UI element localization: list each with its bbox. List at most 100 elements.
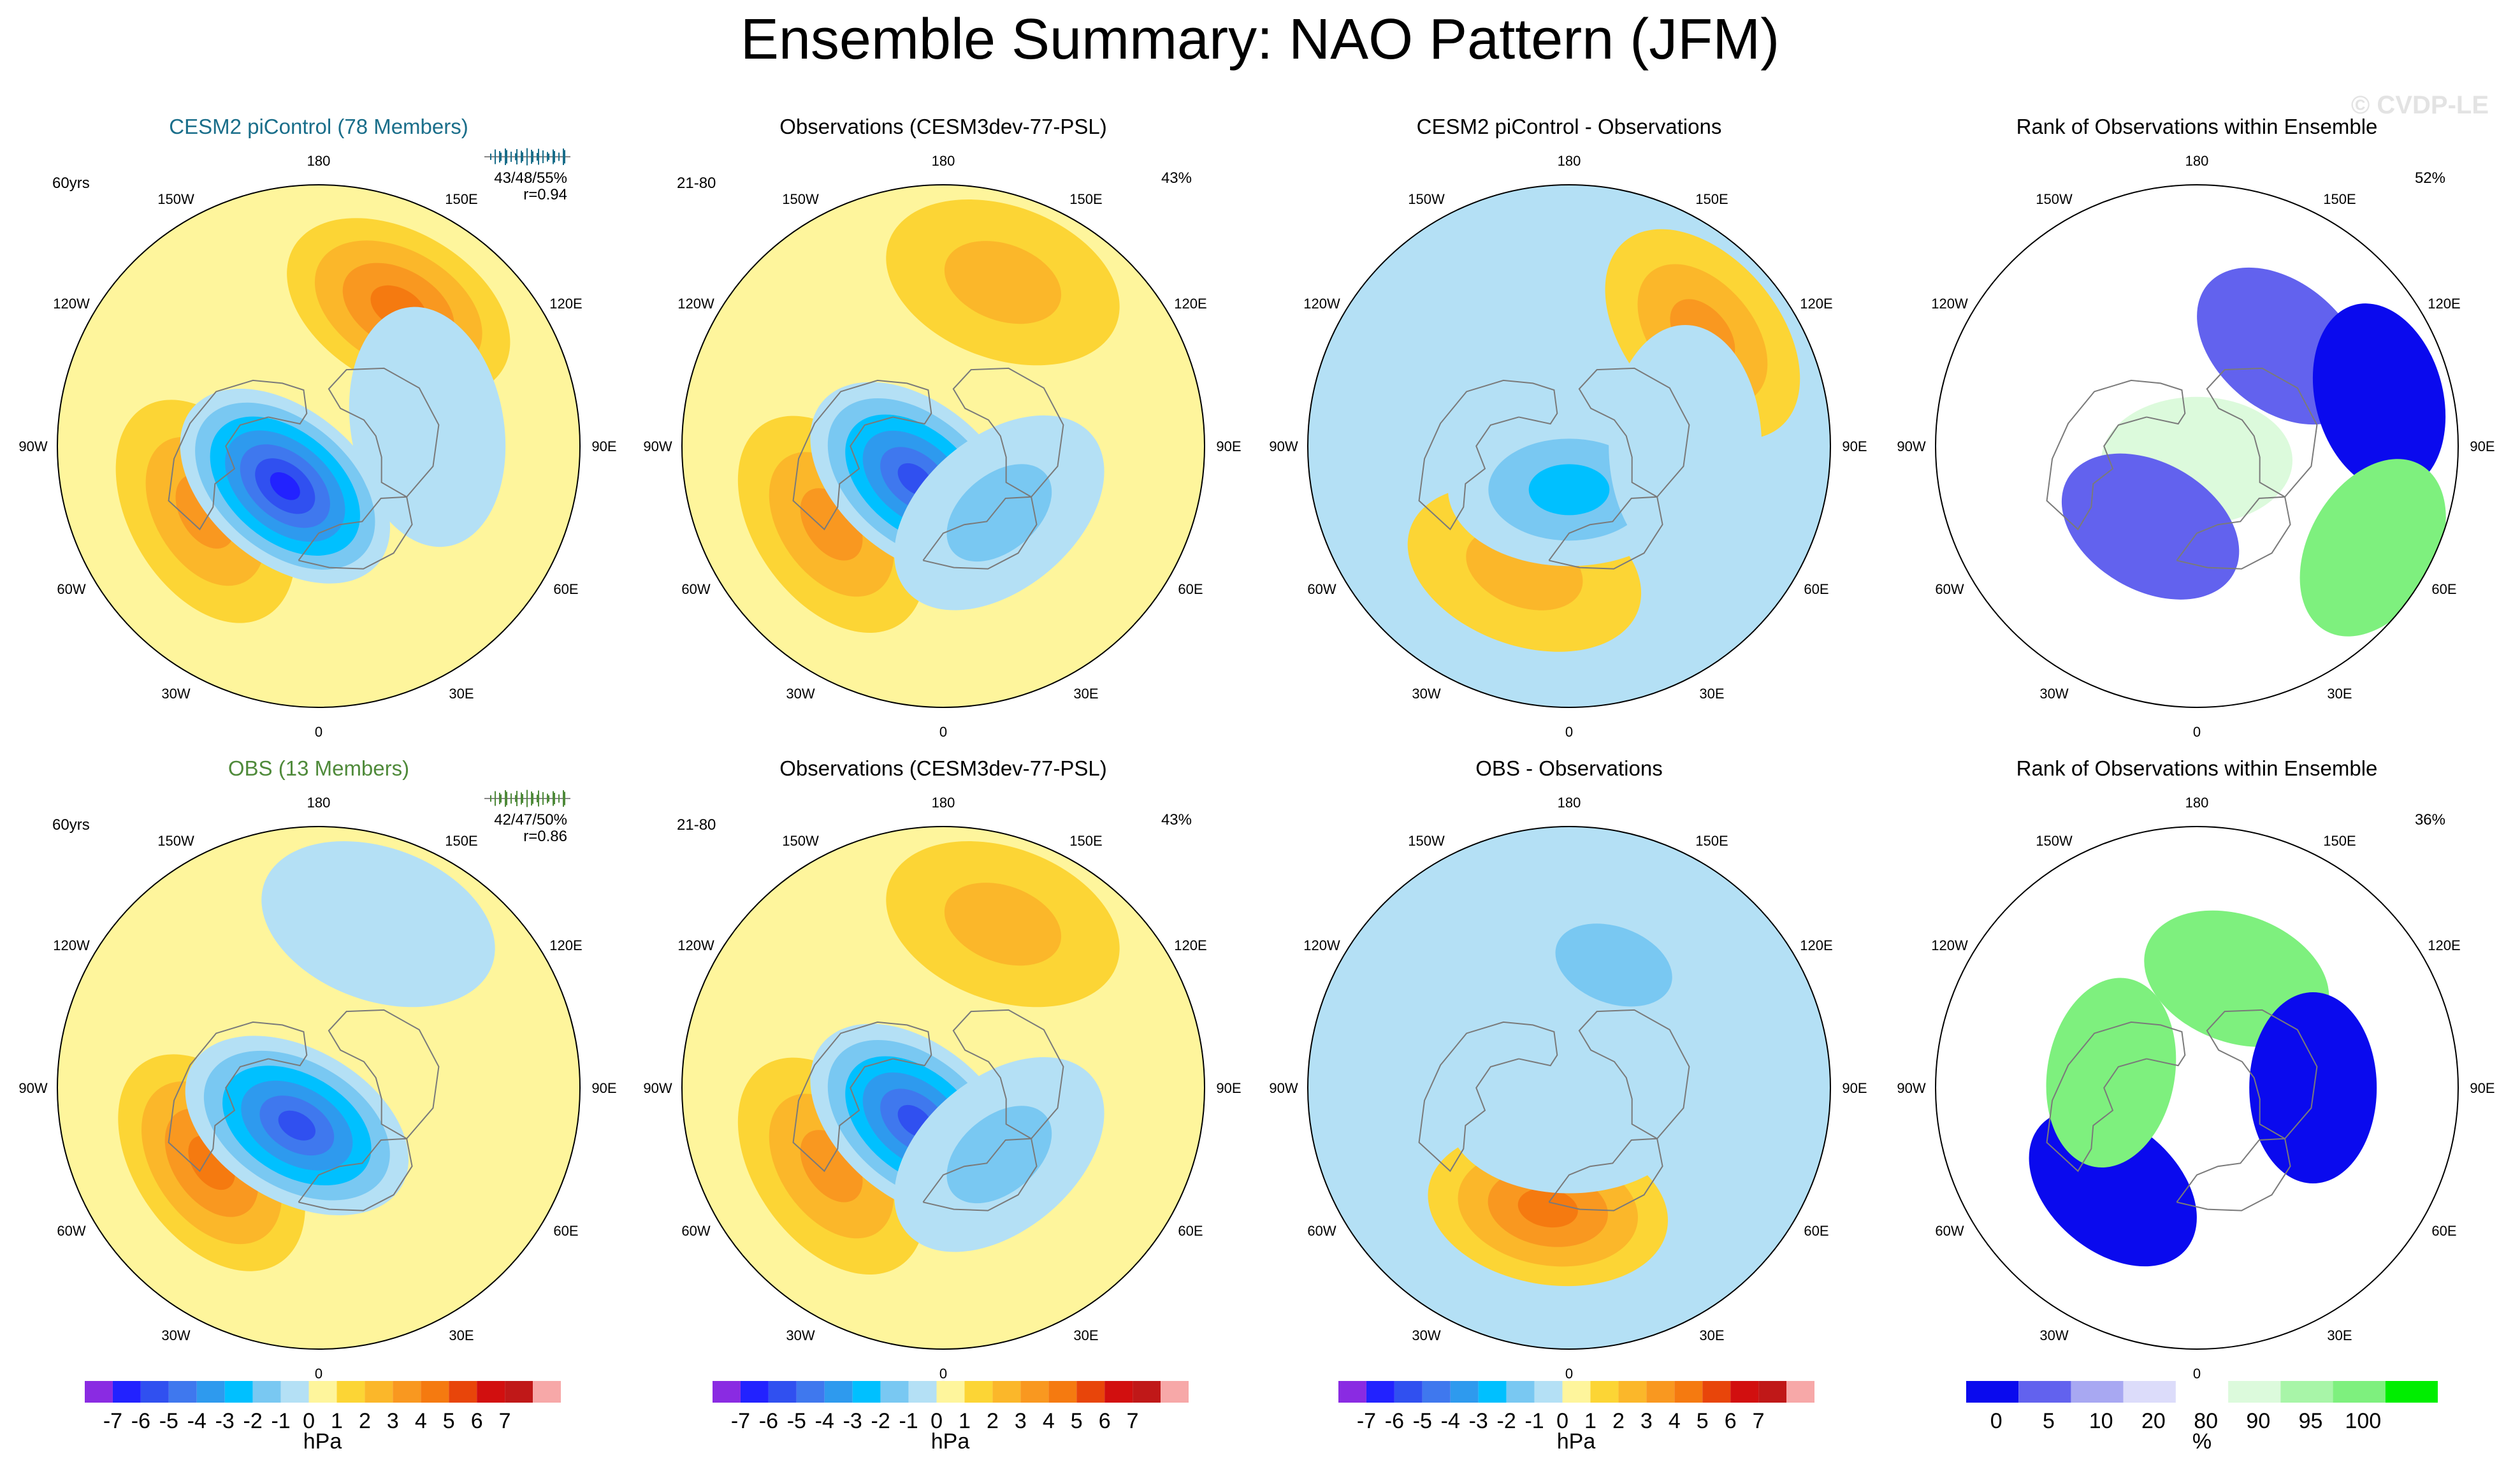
colorbar-swatch <box>2280 1381 2333 1403</box>
colorbar-swatch <box>1076 1381 1105 1403</box>
contour-blob <box>261 841 495 1008</box>
lon-label: 90W <box>1897 1080 1925 1096</box>
lon-label: 30W <box>2039 686 2068 702</box>
lon-label: 90E <box>591 1080 616 1096</box>
panel-r1c3: 180 150E 120E 90E 60E 30E 0 30W 60W 90W 120W 150W CE… <box>1269 115 1867 740</box>
field-layers <box>2029 910 2377 1267</box>
colorbar-swatch <box>1048 1381 1077 1403</box>
colorbar-swatch <box>1534 1381 1563 1403</box>
stat-label: 42/47/50% <box>494 811 567 828</box>
panel-r2c2: 180 150E 120E 90E 60E 30E 0 30W 60W 90W 120W 150W Ob… <box>643 756 1241 1382</box>
lon-label: 120W <box>677 937 714 953</box>
lon-label: 150W <box>782 191 819 207</box>
coastline <box>792 1021 932 1173</box>
colorbar-tick: 0 <box>1556 1409 1568 1433</box>
colorbar-tick: -4 <box>187 1409 206 1433</box>
colorbar-swatch <box>964 1381 993 1403</box>
colorbar-swatch <box>196 1381 225 1403</box>
lon-label: 120W <box>1931 296 1968 312</box>
colorbar-tick: 20 <box>2141 1409 2166 1433</box>
years-label: 60yrs <box>52 175 90 192</box>
colorbar-cb1: -7 -6 -5 -4 -3 -2 -1 0 1 2 3 4 5 6 7 hPa <box>85 1381 561 1454</box>
lon-label: 120E <box>549 296 582 312</box>
panel-r1c2: 180 150E 120E 90E 60E 30E 0 30W 60W 90W 120W 150W Ob… <box>643 115 1241 740</box>
lon-label: 90E <box>1216 1080 1241 1096</box>
lon-label: 150W <box>2036 833 2073 849</box>
colorbar-tick: -4 <box>1441 1409 1460 1433</box>
colorbar-tick: 7 <box>499 1409 511 1433</box>
lon-label: 150W <box>1408 833 1445 849</box>
colorbar-cb3: -7 -6 -5 -4 -3 -2 -1 0 1 2 3 4 5 6 7 hPa <box>1338 1381 1814 1454</box>
colorbar-tick: 90 <box>2246 1409 2270 1433</box>
colorbar-tick: 3 <box>1640 1409 1653 1433</box>
colorbar-swatch <box>1562 1381 1591 1403</box>
coastline <box>2046 379 2186 531</box>
colorbar-units: hPa <box>931 1429 970 1454</box>
colorbar-swatch <box>1702 1381 1731 1403</box>
contour-blob <box>2046 978 2176 1168</box>
lon-label: 60W <box>1307 1223 1336 1239</box>
panel-title: OBS - Observations <box>1475 756 1662 780</box>
colorbar-tick: 6 <box>1099 1409 1111 1433</box>
contour-blob <box>944 241 1062 324</box>
map-border <box>57 826 581 1350</box>
colorbar-swatch <box>1450 1381 1479 1403</box>
lon-label: 0 <box>1565 1366 1573 1382</box>
colorbar-swatch <box>713 1381 741 1403</box>
coastlines <box>792 367 1064 570</box>
colorbar-tick: -4 <box>815 1409 834 1433</box>
coastline <box>2206 367 2318 498</box>
lon-label: 120E <box>1800 296 1832 312</box>
lon-label: 30W <box>1412 686 1440 702</box>
lon-label: 30W <box>161 1327 190 1343</box>
colorbar-tick: -3 <box>1469 1409 1488 1433</box>
colorbar-tick: 2 <box>987 1409 999 1433</box>
contour-blob <box>2249 992 2377 1183</box>
colorbar-tick: -7 <box>1357 1409 1376 1433</box>
colorbar-tick: -6 <box>131 1409 150 1433</box>
lon-label: 150W <box>157 833 194 849</box>
colorbar-tick: -3 <box>215 1409 235 1433</box>
colorbar-swatch <box>1590 1381 1619 1403</box>
colorbar-swatch <box>1161 1381 1189 1403</box>
member-spread-bar <box>484 790 570 807</box>
lon-label: 60E <box>2431 1223 2456 1239</box>
lon-label: 60E <box>553 581 578 597</box>
map-background <box>1936 827 2458 1349</box>
lon-label: 90W <box>18 438 47 454</box>
colorbar-swatch <box>740 1381 769 1403</box>
lon-label: 90E <box>1216 438 1241 454</box>
figure-title: Ensemble Summary: NAO Pattern (JFM) <box>741 8 1779 71</box>
lon-label: 120E <box>2428 937 2460 953</box>
colorbar-swatch <box>449 1381 477 1403</box>
lon-label: 150W <box>1408 191 1445 207</box>
colorbar-swatch <box>1133 1381 1161 1403</box>
coastline <box>1418 379 1558 531</box>
coastline <box>328 1009 440 1139</box>
lon-label: 90W <box>1897 438 1925 454</box>
colorbar-cb4: 0 5 10 20 80 90 95 100% <box>1966 1381 2438 1454</box>
lon-label: 90W <box>1269 438 1298 454</box>
lon-label: 120W <box>1931 937 1968 953</box>
coastline <box>168 1021 308 1173</box>
colorbar-swatch <box>1394 1381 1423 1403</box>
colorbar-swatch <box>1674 1381 1703 1403</box>
colorbar-cb2: -7 -6 -5 -4 -3 -2 -1 0 1 2 3 4 5 6 7 hPa <box>713 1381 1189 1454</box>
colorbar-tick: -2 <box>1497 1409 1516 1433</box>
contour-blob <box>270 472 300 500</box>
panel-r1c1: 180 150E 120E 90E 60E 30E 0 30W 60W 90W 120W 150W CE… <box>18 115 616 740</box>
lon-label: 0 <box>939 1366 947 1382</box>
colorbar-swatch <box>1506 1381 1535 1403</box>
lon-label: 60W <box>681 1223 710 1239</box>
lon-label: 30W <box>786 686 815 702</box>
coastlines <box>168 1009 440 1211</box>
colorbar-swatch <box>1730 1381 1759 1403</box>
colorbar-swatch <box>224 1381 253 1403</box>
colorbar-tick: 7 <box>1753 1409 1765 1433</box>
lon-label: 180 <box>932 153 955 169</box>
lon-label: 90E <box>2470 438 2495 454</box>
lon-label: 120E <box>1174 937 1206 953</box>
lon-label: 90W <box>643 1080 672 1096</box>
lon-label: 180 <box>932 795 955 811</box>
coastlines <box>168 367 440 570</box>
